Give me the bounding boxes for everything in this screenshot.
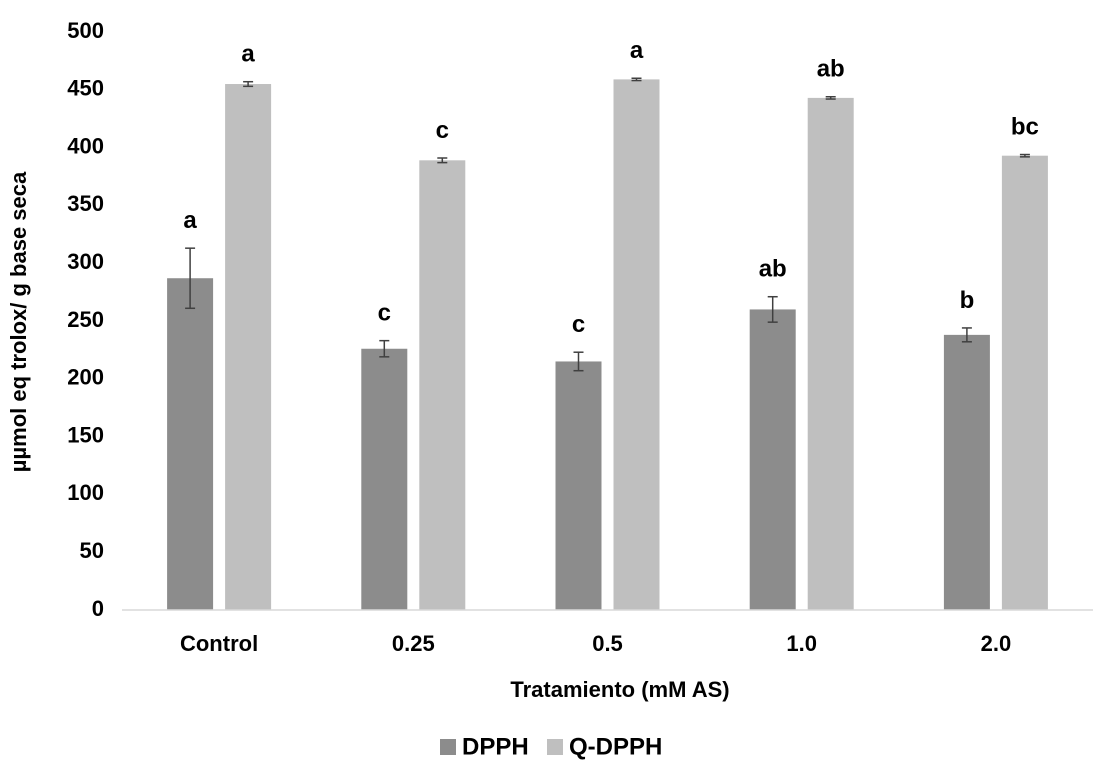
x-axis-title: Tratamiento (mM AS) [510, 677, 729, 702]
y-axis-ticks: 0 50 100 150 200 250 300 350 400 450 500 [67, 18, 104, 621]
x-axis-ticks: Control 0.25 0.5 1.0 2.0 [180, 631, 1011, 656]
bar-dpph [944, 335, 990, 610]
significance-label: c [378, 300, 391, 327]
bar-q-dpph [808, 98, 854, 610]
legend: DPPH Q-DPPH [440, 733, 662, 760]
y-tick-label: 50 [80, 538, 104, 563]
significance-label: ab [759, 256, 787, 283]
legend-swatch [547, 739, 563, 755]
y-tick-label: 0 [92, 596, 104, 621]
significance-label: ab [817, 56, 845, 83]
significance-label: a [630, 37, 644, 64]
bar-dpph [750, 309, 796, 610]
x-tick-label: 1.0 [786, 631, 817, 656]
bar-q-dpph [1002, 156, 1048, 610]
bar-q-dpph [419, 160, 465, 610]
bar-dpph [556, 361, 602, 610]
y-axis-title: µµmol eq trolox/ g base seca [6, 171, 31, 472]
x-tick-label: Control [180, 631, 258, 656]
bar-q-dpph [614, 79, 660, 610]
legend-label: Q-DPPH [569, 733, 662, 760]
y-tick-label: 350 [67, 191, 104, 216]
significance-label: a [241, 41, 255, 68]
y-tick-label: 200 [67, 365, 104, 390]
y-tick-label: 500 [67, 18, 104, 43]
bars: a a c c c a ab ab b bc [167, 37, 1048, 610]
bar-dpph [167, 278, 213, 610]
significance-label: a [183, 207, 197, 234]
y-tick-label: 450 [67, 76, 104, 101]
legend-label: DPPH [462, 733, 529, 760]
bar-dpph [361, 349, 407, 610]
y-tick-label: 100 [67, 480, 104, 505]
x-tick-label: 0.25 [392, 631, 435, 656]
significance-label: b [960, 287, 975, 314]
bar-q-dpph [225, 84, 271, 610]
legend-swatch [440, 739, 456, 755]
x-tick-label: 0.5 [592, 631, 623, 656]
y-tick-label: 150 [67, 422, 104, 447]
y-tick-label: 300 [67, 249, 104, 274]
x-tick-label: 2.0 [981, 631, 1012, 656]
y-tick-label: 400 [67, 133, 104, 158]
significance-label: bc [1011, 114, 1039, 141]
significance-label: c [572, 311, 585, 338]
y-tick-label: 250 [67, 307, 104, 332]
significance-label: c [436, 117, 449, 144]
